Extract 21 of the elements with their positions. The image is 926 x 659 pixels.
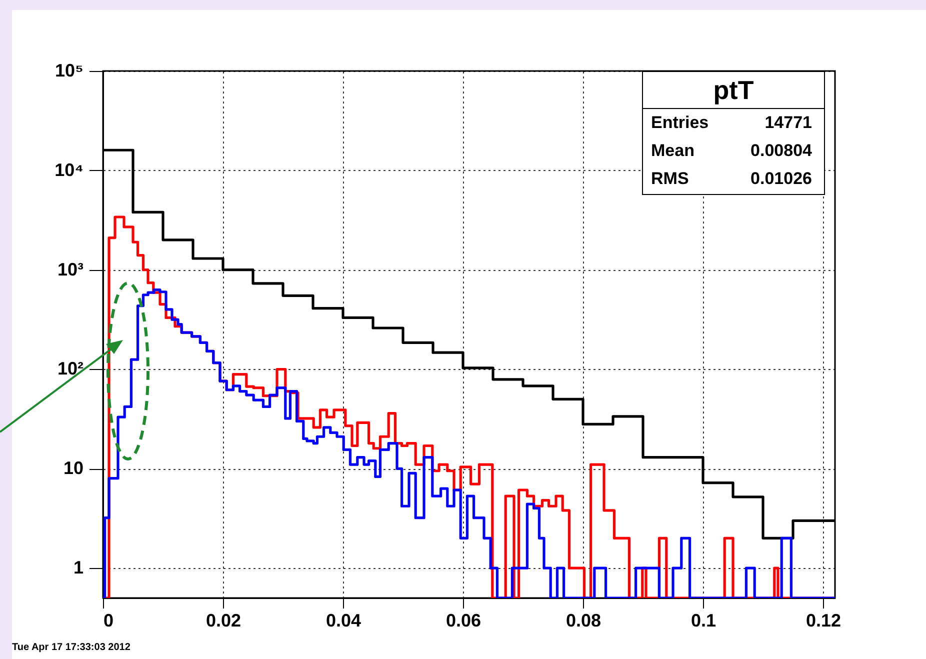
text: Tue Apr 17 17:33:03 2012: [12, 642, 130, 653]
y-tick-label: 10⁵: [55, 60, 84, 80]
annotation: Entries: [651, 112, 709, 134]
annotation: Mean: [651, 140, 694, 162]
y-tick-label: 10³: [57, 259, 84, 280]
annotation: RMS: [651, 168, 689, 190]
annotation: 0.01026: [750, 168, 812, 190]
annotation: 14771: [764, 112, 812, 134]
x-tick-label: 0.04: [326, 610, 362, 630]
y-tick-label: 10⁴: [54, 160, 84, 180]
x-tick-label: 0.08: [566, 610, 602, 630]
x-tick-label: 0: [104, 610, 114, 630]
x-tick-label: 0.12: [806, 610, 842, 630]
y-tick-label: 10: [63, 458, 84, 478]
x-tick-label: 0.1: [690, 610, 716, 630]
x-tick-label: 0.06: [446, 610, 482, 630]
annotation: 0.00804: [750, 140, 812, 162]
y-tick-label: 10²: [57, 358, 84, 379]
x-tick-label: 0.02: [206, 610, 242, 630]
annotation: ptT: [643, 72, 824, 109]
y-tick-label: 1: [73, 558, 84, 578]
